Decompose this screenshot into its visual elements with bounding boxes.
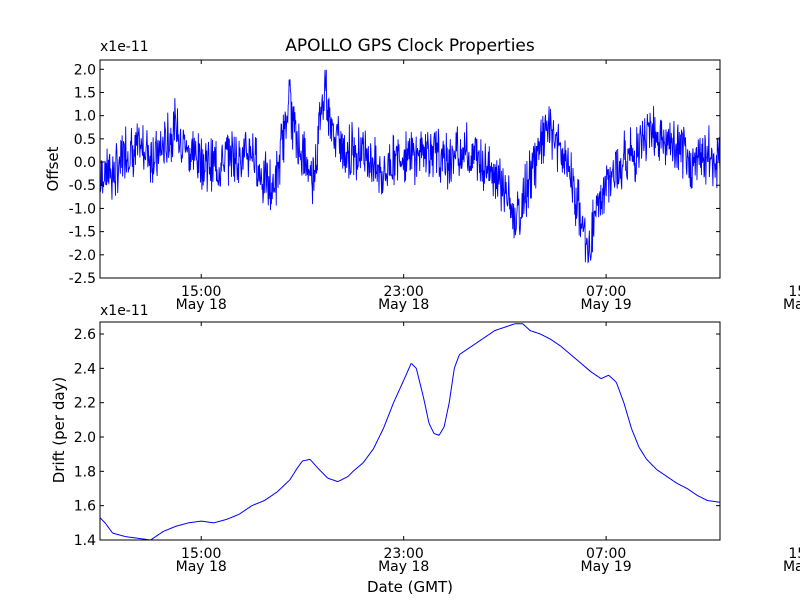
drift-y-tick-label: 1.8 [74, 464, 96, 480]
offset-y-axis-label: Offset [44, 146, 62, 191]
offset-y-tick-label: -1.5 [69, 225, 96, 241]
drift-y-tick-label: 2.6 [74, 327, 96, 343]
drift-x-tick-time-label: 15:00 [788, 546, 800, 562]
offset-x-tick-time-label: 07:00 [586, 284, 626, 300]
drift-y-tick-label: 2.2 [74, 396, 96, 412]
drift-x-tick-time-label: 15:00 [181, 546, 221, 562]
drift-x-tick-date-label: May 19 [581, 559, 632, 575]
drift-y-tick-label: 2.4 [74, 361, 96, 377]
drift-x-tick-date-label: May 18 [176, 559, 227, 575]
offset-x-tick-time-label: 23:00 [383, 284, 423, 300]
drift-x-tick-date-label: May 18 [378, 559, 429, 575]
offset-y-tick-label: -2.5 [69, 271, 96, 287]
drift-y-tick-label: 2.0 [74, 430, 96, 446]
offset-x-tick-date-label: May 19 [783, 297, 800, 313]
drift-x-axis-label: Date (GMT) [367, 578, 453, 596]
drift-panel: x1e-11 Drift (per day) Date (GMT) 2.6 2.4… [50, 303, 800, 596]
offset-y-tick-label: -0.5 [69, 178, 96, 194]
drift-plot-frame [99, 321, 721, 541]
offset-y-tick-label: 1.0 [74, 109, 96, 125]
drift-exponent-label: x1e-11 [100, 303, 149, 319]
offset-x-tick-date-label: May 18 [378, 297, 429, 313]
offset-exponent-label: x1e-11 [100, 39, 149, 55]
offset-x-tick-time-label: 15:00 [788, 284, 800, 300]
drift-x-tick-date-label: May 19 [783, 559, 800, 575]
drift-x-tick-time-label: 07:00 [586, 546, 626, 562]
drift-y-tick-label: 1.4 [74, 533, 96, 549]
offset-panel: x1e-11 Offset 2.0 1.5 1.0 0.5 0.0 -0.5 -1.0 -1.… [44, 39, 800, 313]
drift-y-tick-label: 1.6 [74, 499, 96, 515]
offset-y-tick-label: 0.0 [74, 155, 96, 171]
offset-y-tick-label: -2.0 [69, 248, 96, 264]
offset-x-tick-date-label: May 19 [581, 297, 632, 313]
offset-y-tick-label: 0.5 [74, 132, 96, 148]
offset-series-line [100, 69, 720, 264]
offset-y-tick-label: 2.0 [74, 62, 96, 78]
offset-x-tick-time-label: 15:00 [181, 284, 221, 300]
drift-y-axis-label: Drift (per day) [50, 377, 68, 484]
offset-y-tick-label: -1.0 [69, 201, 96, 217]
drift-series-line [100, 323, 720, 540]
offset-y-tick-label: 1.5 [74, 85, 96, 101]
drift-x-tick-time-label: 23:00 [383, 546, 423, 562]
offset-x-tick-date-label: May 18 [176, 297, 227, 313]
figure-title: APOLLO GPS Clock Properties [285, 36, 535, 56]
offset-plot-frame [99, 59, 721, 279]
